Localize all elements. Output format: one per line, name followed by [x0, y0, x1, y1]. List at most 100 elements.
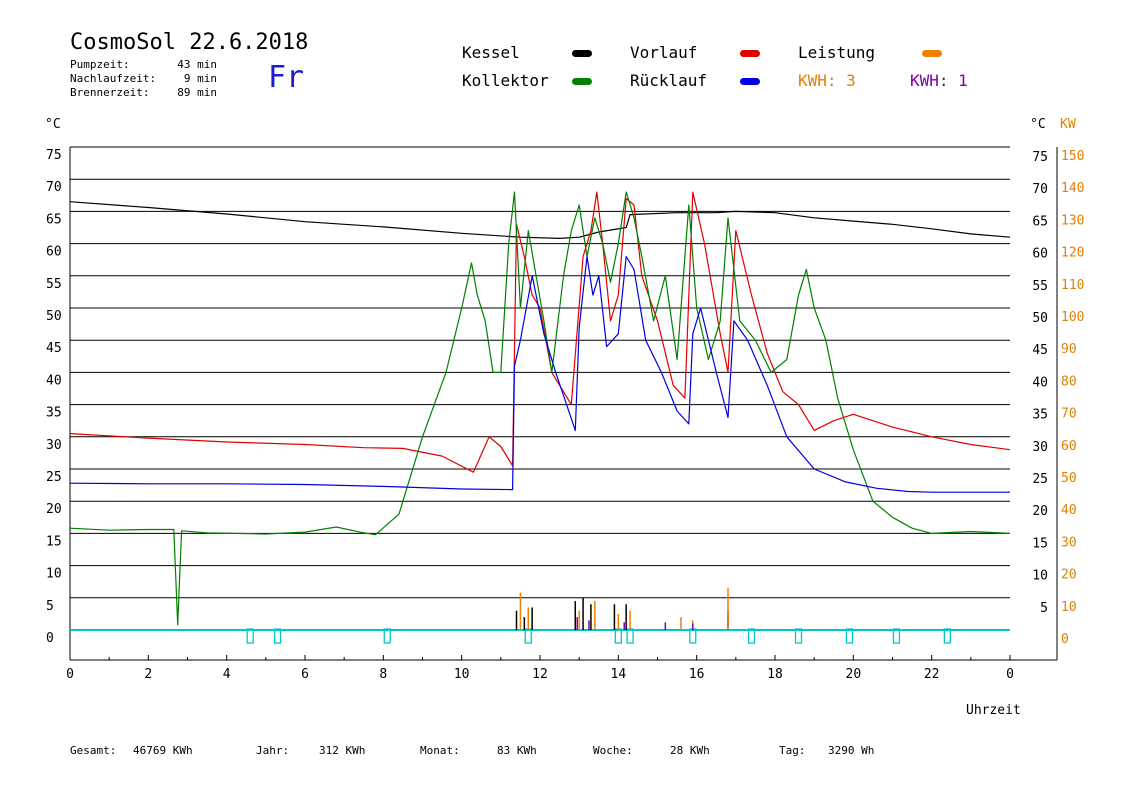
stat-pumpzeit-label: Pumpzeit:	[70, 58, 130, 71]
y2-tick-0: 0	[1061, 632, 1069, 647]
x-tick-8: 16	[689, 667, 705, 682]
pump-marker-11	[943, 628, 951, 644]
series-line-3	[69, 255, 1010, 493]
footer-woche-value: 28 KWh	[670, 744, 710, 757]
pump-marker-2	[383, 628, 391, 644]
y-tick-right-50: 50	[1032, 311, 1048, 326]
y2-tick-150: 150	[1061, 149, 1084, 164]
y-axis-label-left: °C	[45, 117, 61, 132]
y-tick-right-55: 55	[1032, 279, 1048, 294]
y-tick-right-40: 40	[1032, 375, 1048, 390]
legend-vorlauf-label: Vorlauf	[630, 43, 698, 62]
y-tick-left-10: 10	[46, 567, 62, 582]
y2-tick-30: 30	[1061, 535, 1077, 550]
y-tick-left-60: 60	[46, 245, 62, 260]
y2-tick-50: 50	[1061, 471, 1077, 486]
y-tick-right-60: 60	[1032, 247, 1048, 262]
series-line-2	[69, 191, 1011, 626]
y-tick-right-25: 25	[1032, 472, 1048, 487]
pump-marker-8	[794, 628, 803, 644]
legend-kollektor-swatch	[572, 78, 592, 85]
power-bars	[515, 588, 729, 630]
y-tick-left-55: 55	[46, 277, 62, 292]
y-tick-left-15: 15	[46, 534, 62, 549]
pump-marker-9	[845, 628, 854, 644]
y-tick-right-70: 70	[1032, 182, 1048, 197]
y-tick-left-75: 75	[46, 148, 62, 163]
legend-leistung-label: Leistung	[798, 43, 876, 62]
stat-nachlaufzeit-value: 9 min	[183, 72, 217, 85]
pump-marker-6	[689, 628, 697, 644]
stat-brennerzeit-value: 89 min	[177, 86, 217, 99]
y-tick-left-35: 35	[46, 406, 62, 421]
axes	[69, 147, 1058, 661]
x-tick-7: 14	[611, 667, 627, 682]
legend-ruecklauf-swatch	[740, 78, 760, 85]
pump-marker-3	[524, 628, 532, 644]
x-tick-11: 22	[924, 667, 940, 682]
x-tick-0: 0	[66, 667, 74, 682]
y-tick-right-35: 35	[1032, 408, 1048, 423]
y-tick-left-65: 65	[46, 212, 62, 227]
x-tick-1: 2	[144, 667, 152, 682]
series-line-1	[69, 191, 1011, 473]
footer-gesamt-value: 46769 KWh	[133, 744, 193, 757]
pump-markers	[70, 628, 1010, 644]
y2-tick-140: 140	[1061, 181, 1084, 196]
data-series	[69, 191, 1011, 626]
footer-monat-value: 83 KWh	[497, 744, 537, 757]
x-tick-4: 8	[379, 667, 387, 682]
x-tick-2: 4	[223, 667, 231, 682]
x-tick-labels: 0 2 4 6 8 10 12 14 16 18 20 22 0	[66, 655, 1014, 682]
footer-gesamt-label: Gesamt:	[70, 744, 117, 757]
pump-marker-10	[892, 628, 901, 644]
y-tick-left-30: 30	[46, 438, 62, 453]
y-tick-labels-right: 5 10 15 20 25 30 35 40 45 50 55 60 65 70 75	[1032, 150, 1048, 616]
chart-title: CosmoSol 22.6.2018	[70, 30, 309, 55]
legend-ruecklauf-label: Rücklauf	[630, 71, 708, 90]
legend-kessel-label: Kessel	[462, 43, 520, 62]
y-tick-labels-left: 0 5 10 15 20 25 30 35 40 45 50 55 60 65 70 75	[46, 148, 62, 646]
y2-tick-20: 20	[1061, 568, 1077, 583]
y2-axis-label: KW	[1060, 117, 1076, 132]
legend-kwh-b: KWH: 1	[910, 71, 968, 90]
footer-monat-label: Monat:	[420, 744, 460, 757]
x-tick-3: 6	[301, 667, 309, 682]
y-tick-left-0: 0	[46, 631, 54, 646]
y2-tick-100: 100	[1061, 310, 1084, 325]
y-axis-label-right: °C	[1030, 117, 1046, 132]
legend-leistung-swatch	[922, 50, 942, 57]
y2-tick-labels-kw: 0 10 20 30 40 50 60 70 80 90 100 110 120 130 140 150	[1061, 149, 1084, 647]
y2-tick-10: 10	[1061, 600, 1077, 615]
y-tick-right-65: 65	[1032, 214, 1048, 229]
pump-marker-1	[273, 628, 282, 644]
y-tick-left-5: 5	[46, 599, 54, 614]
y-tick-left-25: 25	[46, 470, 62, 485]
y2-tick-130: 130	[1061, 213, 1084, 228]
x-tick-10: 20	[846, 667, 862, 682]
pump-marker-7	[747, 628, 756, 644]
y-tick-left-20: 20	[46, 502, 62, 517]
legend-kollektor-label: Kollektor	[462, 71, 549, 90]
y2-tick-60: 60	[1061, 439, 1077, 454]
legend-kessel-swatch	[572, 50, 592, 57]
y2-tick-40: 40	[1061, 503, 1077, 518]
footer-woche-label: Woche:	[593, 744, 633, 757]
pump-marker-5	[626, 628, 634, 644]
x-tick-12: 0	[1006, 667, 1014, 682]
stat-brennerzeit-label: Brennerzeit:	[70, 86, 150, 99]
weekday-label: Fr	[268, 60, 305, 95]
y2-tick-120: 120	[1061, 246, 1084, 261]
y2-tick-110: 110	[1061, 278, 1084, 293]
y-tick-right-45: 45	[1032, 343, 1048, 358]
y-tick-right-15: 15	[1032, 536, 1048, 551]
footer-tag-label: Tag:	[779, 744, 806, 757]
y-tick-right-75: 75	[1032, 150, 1048, 165]
pump-marker-0	[246, 628, 254, 644]
legend-kwh-a: KWH: 3	[798, 71, 856, 90]
y2-tick-70: 70	[1061, 407, 1077, 422]
y-tick-right-5: 5	[1040, 601, 1048, 616]
y2-tick-90: 90	[1061, 342, 1077, 357]
gridlines	[70, 146, 1010, 599]
y-tick-left-70: 70	[46, 180, 62, 195]
